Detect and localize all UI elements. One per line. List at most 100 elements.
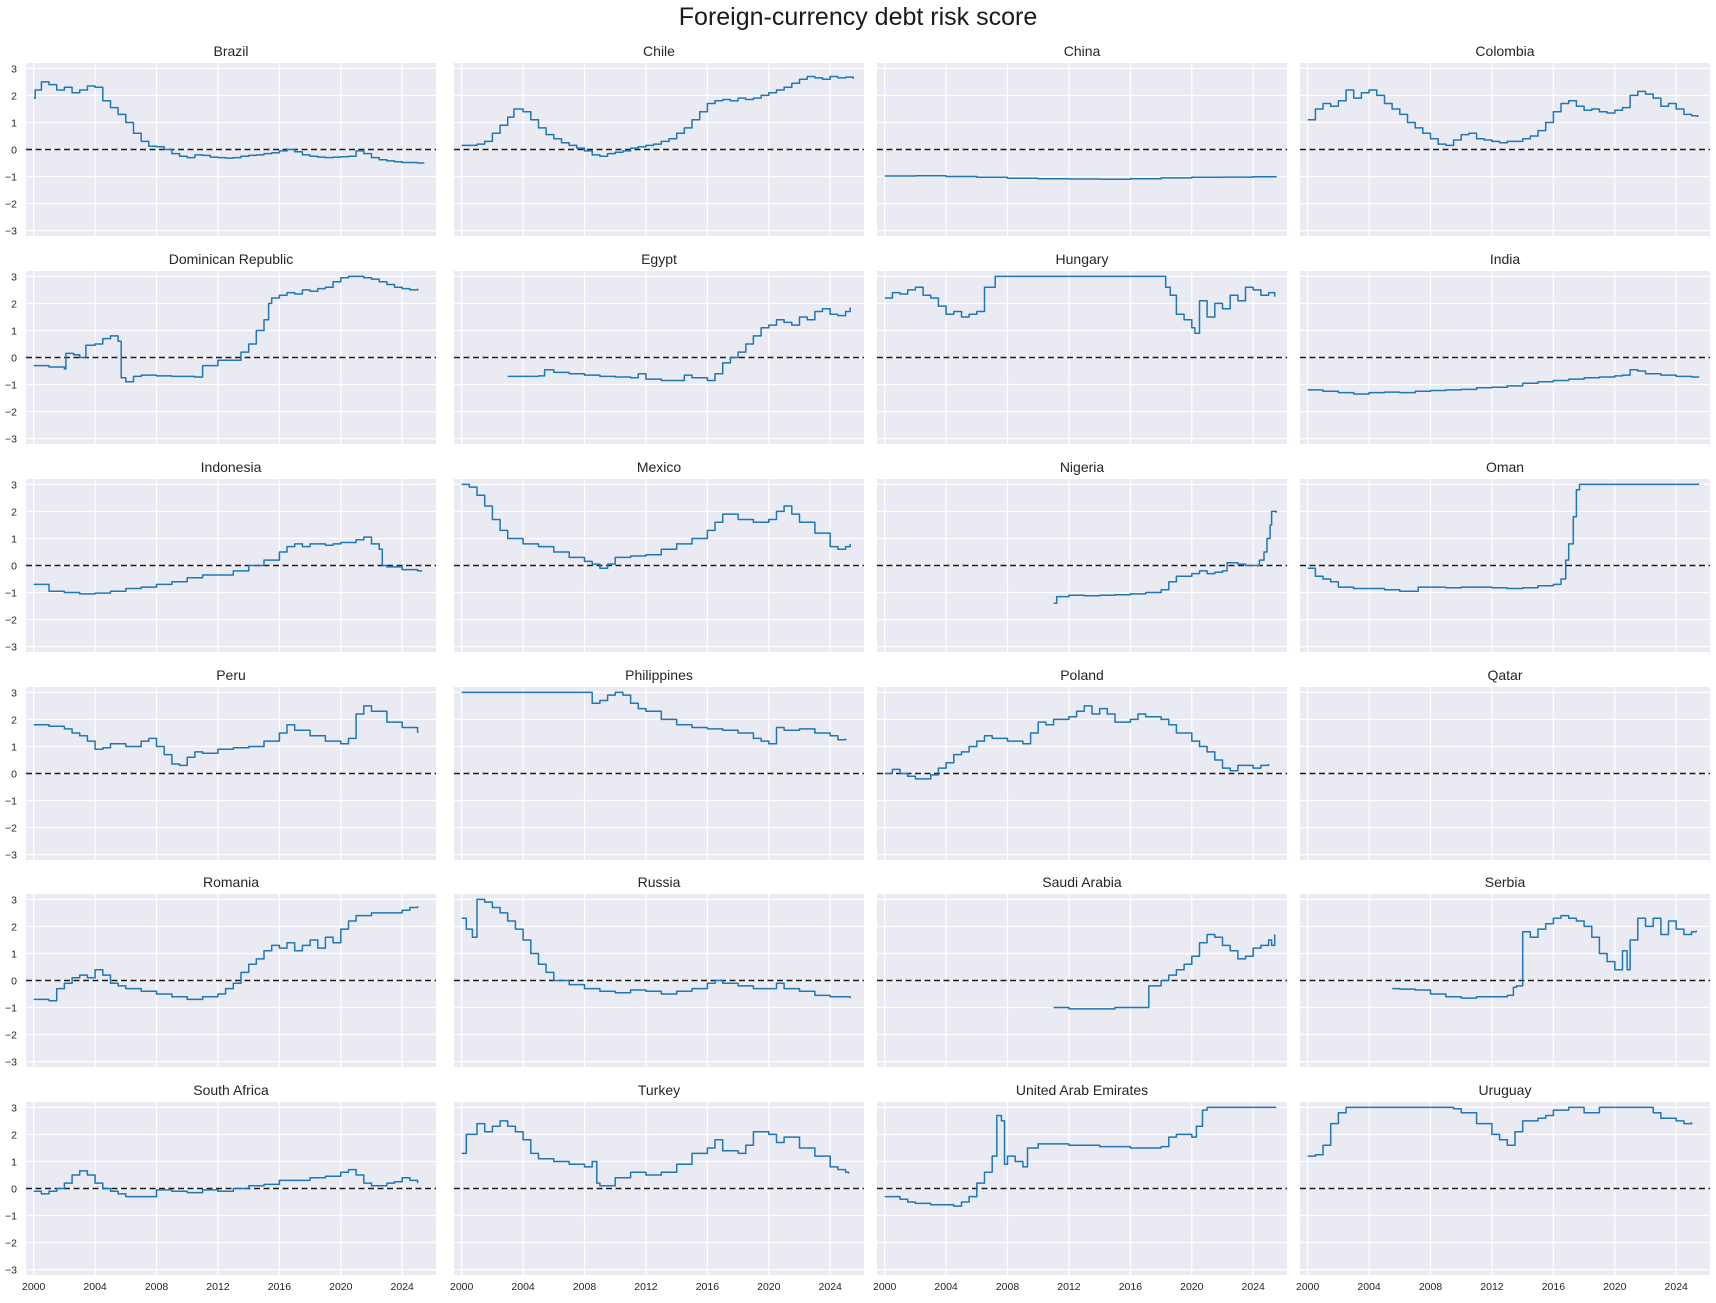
x-tick-label: 2012 bbox=[206, 1281, 230, 1293]
y-tick-label: 3 bbox=[11, 894, 17, 906]
x-tick-label: 2020 bbox=[1603, 1281, 1627, 1293]
y-tick-label: −3 bbox=[5, 1265, 17, 1277]
y-tick-label: 2 bbox=[11, 506, 17, 518]
x-tick-label: 2004 bbox=[934, 1281, 958, 1293]
panel-mexico: Mexico bbox=[454, 459, 864, 652]
x-tick-label: 2004 bbox=[83, 1281, 107, 1293]
series-line-china bbox=[884, 174, 1278, 180]
series-line-poland bbox=[884, 705, 1270, 780]
panel-china: China bbox=[877, 43, 1287, 236]
panel-title: Indonesia bbox=[201, 459, 262, 475]
series-line-russia bbox=[461, 898, 851, 999]
y-tick-label: −1 bbox=[5, 172, 17, 184]
x-tick-label: 2000 bbox=[873, 1281, 897, 1293]
panel-colombia: Colombia bbox=[1300, 43, 1710, 236]
y-tick-label: 1 bbox=[11, 1156, 17, 1168]
panel-chile: Chile bbox=[454, 43, 864, 236]
panel-brazil: Brazil −3 −2 −1 0 1 2 3 bbox=[5, 43, 436, 238]
series-line-mexico bbox=[461, 483, 851, 569]
panel-title: Mexico bbox=[637, 459, 682, 475]
series-line-oman bbox=[1307, 483, 1700, 592]
series-line-uruguay bbox=[1307, 1106, 1693, 1157]
panel-qatar: Qatar bbox=[1300, 667, 1710, 860]
y-tick-label: −2 bbox=[5, 615, 17, 627]
y-tick-label: 0 bbox=[11, 145, 17, 157]
y-tick-label: 0 bbox=[11, 561, 17, 573]
y-tick-label: −3 bbox=[5, 850, 17, 862]
y-tick-label: 2 bbox=[11, 1129, 17, 1141]
y-tick-label: 1 bbox=[11, 117, 17, 129]
y-tick-label: 0 bbox=[11, 1184, 17, 1196]
series-line-south-africa bbox=[33, 1168, 419, 1198]
x-tick-label: 2000 bbox=[22, 1281, 46, 1293]
x-tick-label: 2024 bbox=[1665, 1281, 1689, 1293]
series-line-nigeria bbox=[1053, 510, 1278, 605]
y-tick-label: −3 bbox=[5, 1057, 17, 1069]
panel-title: Saudi Arabia bbox=[1042, 874, 1122, 890]
x-tick-label: 2016 bbox=[1542, 1281, 1566, 1293]
panel-oman: Oman bbox=[1300, 459, 1710, 652]
y-tick-label: −1 bbox=[5, 1003, 17, 1015]
y-tick-label: −1 bbox=[5, 796, 17, 808]
y-tick-label: −2 bbox=[5, 1238, 17, 1250]
x-tick-label: 2016 bbox=[696, 1281, 720, 1293]
series-line-indonesia bbox=[33, 536, 423, 595]
x-tick-label: 2000 bbox=[1296, 1281, 1320, 1293]
y-tick-label: 3 bbox=[11, 1102, 17, 1114]
series-line-philippines bbox=[461, 691, 847, 745]
panel-title: Brazil bbox=[213, 43, 248, 59]
panel-russia: Russia bbox=[454, 874, 864, 1067]
panel-title: Dominican Republic bbox=[169, 251, 294, 267]
panel-title: Turkey bbox=[638, 1082, 680, 1098]
panel-title: Peru bbox=[216, 667, 246, 683]
x-tick-label: 2012 bbox=[1480, 1281, 1504, 1293]
panel-title: Oman bbox=[1486, 459, 1524, 475]
panel-title: Uruguay bbox=[1479, 1082, 1532, 1098]
x-tick-label: 2020 bbox=[329, 1281, 353, 1293]
panel-indonesia: Indonesia −3 −2 −1 0 1 2 3 bbox=[5, 459, 436, 654]
x-tick-label: 2020 bbox=[757, 1281, 781, 1293]
panel-title: China bbox=[1064, 43, 1101, 59]
series-line-colombia bbox=[1307, 89, 1699, 147]
y-tick-label: −2 bbox=[5, 1030, 17, 1042]
series-line-brazil bbox=[33, 81, 425, 164]
series-line-dominican-republic bbox=[33, 275, 419, 383]
figure-title: Foreign-currency debt risk score bbox=[678, 3, 1038, 31]
panel-poland: Poland bbox=[877, 667, 1287, 860]
y-tick-label: 2 bbox=[11, 90, 17, 102]
x-tick-label: 2012 bbox=[634, 1281, 658, 1293]
y-tick-label: 3 bbox=[11, 479, 17, 491]
panel-nigeria: Nigeria bbox=[877, 459, 1287, 652]
panel-title: Poland bbox=[1060, 667, 1104, 683]
x-tick-label: 2000 bbox=[450, 1281, 474, 1293]
series-line-peru bbox=[33, 705, 419, 767]
y-tick-label: 0 bbox=[11, 353, 17, 365]
panel-turkey: Turkey 2000 2004 2008 2012 2016 2020 2024 bbox=[450, 1082, 864, 1293]
panel-title: Chile bbox=[643, 43, 675, 59]
panel-title: India bbox=[1490, 251, 1521, 267]
panel-title: Serbia bbox=[1485, 874, 1526, 890]
panel-romania: Romania −3 −2 −1 0 1 2 3 bbox=[5, 874, 436, 1069]
x-tick-label: 2016 bbox=[1119, 1281, 1143, 1293]
y-tick-label: −2 bbox=[5, 823, 17, 835]
y-tick-label: 1 bbox=[11, 533, 17, 545]
panel-united-arab-emirates: United Arab Emirates 2000 2004 2008 2012 2016… bbox=[873, 1082, 1287, 1293]
y-tick-label: 2 bbox=[11, 714, 17, 726]
y-tick-label: 2 bbox=[11, 298, 17, 310]
panel-title: Colombia bbox=[1475, 43, 1534, 59]
y-tick-label: −2 bbox=[5, 407, 17, 419]
series-line-turkey bbox=[461, 1120, 850, 1187]
x-tick-label: 2008 bbox=[145, 1281, 169, 1293]
x-tick-label: 2020 bbox=[1180, 1281, 1204, 1293]
series-line-hungary bbox=[884, 275, 1276, 334]
x-tick-label: 2016 bbox=[268, 1281, 292, 1293]
y-tick-label: 0 bbox=[11, 976, 17, 988]
x-tick-label: 2024 bbox=[819, 1281, 843, 1293]
series-line-india bbox=[1307, 368, 1700, 395]
panel-title: United Arab Emirates bbox=[1016, 1082, 1148, 1098]
y-tick-label: −3 bbox=[5, 434, 17, 446]
x-tick-label: 2008 bbox=[573, 1281, 597, 1293]
series-line-romania bbox=[33, 906, 419, 1002]
y-tick-label: 0 bbox=[11, 769, 17, 781]
y-tick-label: −1 bbox=[5, 380, 17, 392]
